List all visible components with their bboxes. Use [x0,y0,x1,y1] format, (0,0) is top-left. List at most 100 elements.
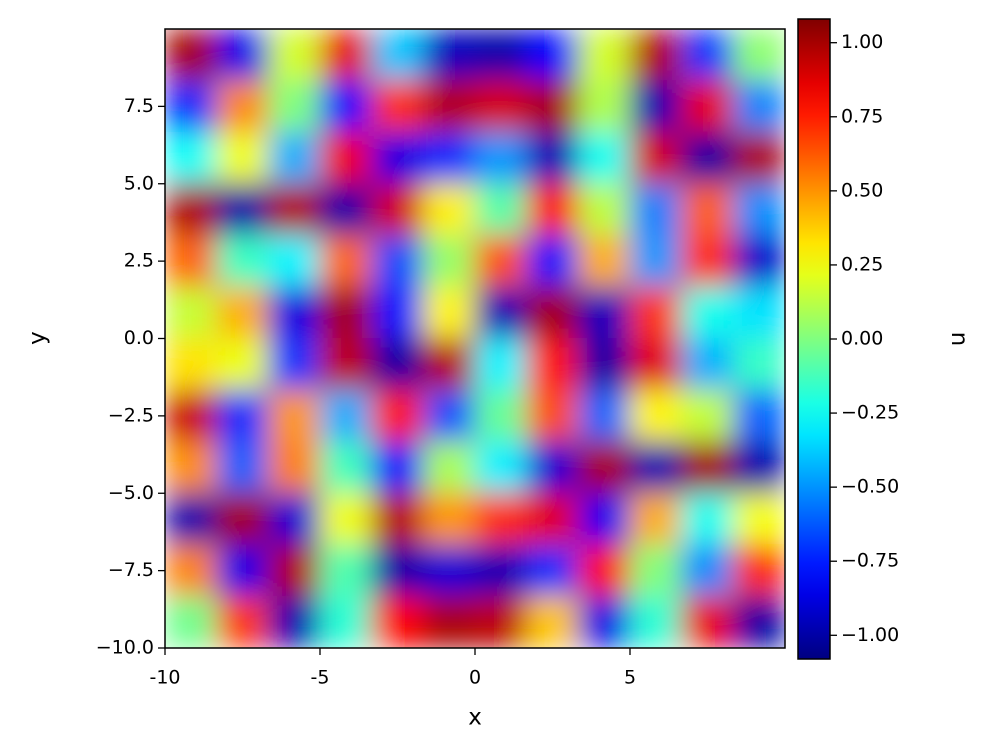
heatmap-cell [267,389,321,443]
heatmap-cell [526,544,579,597]
heatmap-cell [165,441,218,494]
heatmap-cell [732,338,785,391]
heatmap-cell [165,338,218,391]
heatmap-cell [319,234,373,288]
heatmap-cell [474,234,528,288]
x-tick-label: -10 [149,667,180,689]
heatmap-cell [577,29,631,82]
heatmap-cell [267,286,321,339]
heatmap-cell [216,595,269,648]
heatmap-cell [319,595,373,648]
heatmap-cell [371,29,424,82]
heatmap-cell [319,492,373,546]
heatmap-cell [577,492,631,546]
heatmap-cell [319,29,373,82]
heatmap-cell [474,389,528,443]
heatmap-cell [629,80,683,133]
heatmap-cell [577,441,631,494]
heatmap-cell [526,441,579,494]
heatmap-cell [474,595,528,648]
heatmap-cell [474,183,528,236]
heatmap-cell [165,595,218,648]
heatmap-cell [216,389,269,443]
x-tick-label: 5 [624,667,636,689]
heatmap-cell [319,338,373,391]
y-tick-label: −10.0 [96,637,154,659]
heatmap-cell [267,544,321,597]
heatmap-cell [681,492,734,546]
heatmap-cell [577,131,631,185]
heatmap-cell [474,338,528,391]
heatmap-cell [577,234,631,288]
heatmap-cell [681,389,734,443]
heatmap-cell [319,544,373,597]
x-tick-label: -5 [311,667,330,689]
colorbar-tick-label: 0.75 [841,105,883,127]
heatmap-cell [216,544,269,597]
heatmap-cell [732,234,785,288]
colorbar-label: u [945,332,971,347]
heatmap-cell [577,544,631,597]
heatmap-cell [732,389,785,443]
heatmap-cell [267,131,321,185]
heatmap-cell [474,441,528,494]
heatmap-cell [474,492,528,546]
heatmap-cell [629,338,683,391]
heatmap-cell [165,286,218,339]
heatmap-cell [474,80,528,133]
heatmap-cell [526,234,579,288]
heatmap-cell [629,183,683,236]
heatmap-cell [526,595,579,648]
heatmap-cell [629,389,683,443]
heatmap-cell [577,286,631,339]
heatmap-cell [732,441,785,494]
heatmap-cell [371,492,424,546]
heatmap-cell [577,80,631,133]
heatmap-cell [165,492,218,546]
heatmap-cell [577,183,631,236]
heatmap-cell [526,286,579,339]
heatmap-cell [165,80,218,133]
heatmap-cell [526,183,579,236]
heatmap-cell [681,131,734,185]
heatmap-cells [165,29,785,648]
heatmap-cell [681,595,734,648]
heatmap-cell [681,441,734,494]
heatmap-cell [629,234,683,288]
heatmap-cell [681,544,734,597]
heatmap-cell [371,131,424,185]
colorbar-tick-label: −1.00 [841,624,899,646]
heatmap-cell [165,389,218,443]
heatmap-cell [371,80,424,133]
heatmap-cell [732,492,785,546]
heatmap-cell [319,131,373,185]
heatmap-cell [474,29,528,82]
y-tick-label: 5.0 [124,172,154,194]
heatmap-cell [732,183,785,236]
colorbar-tick-label: −0.25 [841,402,899,424]
heatmap-cell [216,286,269,339]
heatmap-cell [371,183,424,236]
heatmap-cell [732,595,785,648]
colorbar [797,18,831,660]
heatmap-cell [732,29,785,82]
heatmap-cell [681,286,734,339]
colorbar-tick-label: 0.50 [841,179,883,201]
heatmap-cell [577,389,631,443]
heatmap-cell [577,338,631,391]
heatmap-cell [319,183,373,236]
heatmap-cell [371,234,424,288]
heatmap-cell [267,441,321,494]
heatmap-cell [681,29,734,82]
heatmap-cell [216,338,269,391]
heatmap-cell [165,183,218,236]
heatmap-cell [629,441,683,494]
heatmap-cell [474,131,528,185]
heatmap-cell [681,183,734,236]
heatmap-cell [371,595,424,648]
heatmap-cell [422,389,476,443]
heatmap-cell [319,80,373,133]
heatmap-cell [371,441,424,494]
plot-area [165,29,785,648]
y-tick-label: 0.0 [124,327,154,349]
